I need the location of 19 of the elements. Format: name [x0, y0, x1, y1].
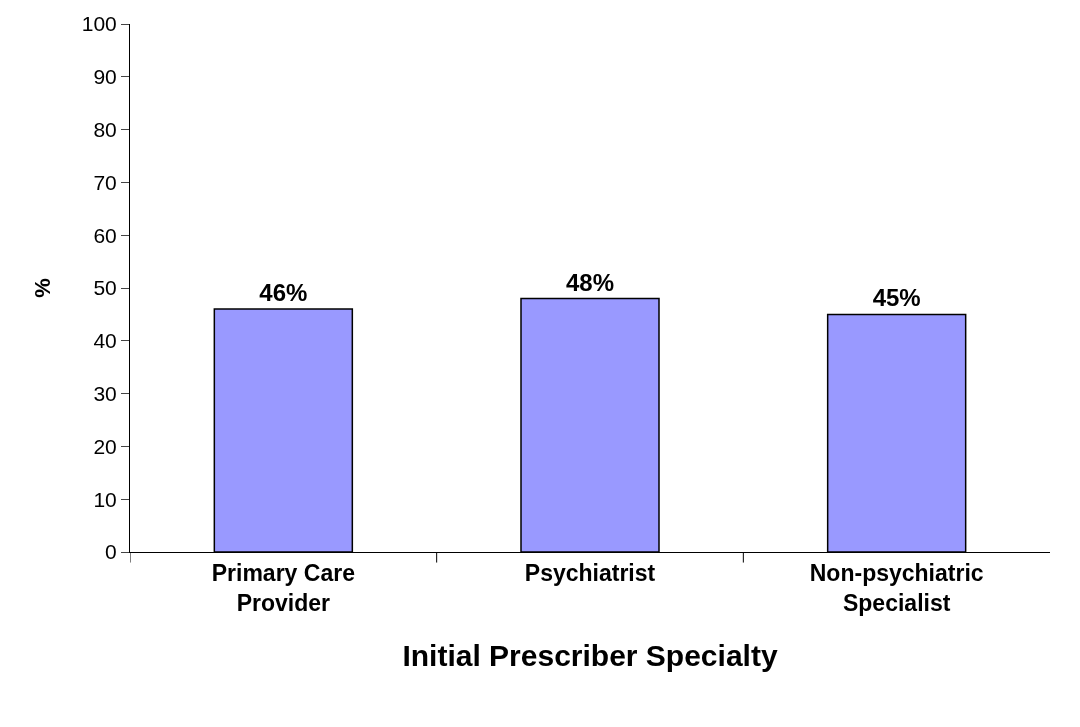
x-tick-label: Non-psychiatric Specialist — [809, 559, 984, 616]
x-tick-label: Psychiatrist — [524, 559, 656, 586]
y-axis-title: % — [29, 278, 55, 298]
y-tick-label: 80 — [93, 117, 117, 141]
y-tick-label: 0 — [105, 540, 117, 564]
y-tick-label: 100 — [81, 12, 117, 36]
x-axis-title: Initial Prescriber Specialty — [402, 639, 778, 672]
y-tick-label: 30 — [93, 381, 117, 405]
data-label: 46% — [259, 279, 308, 307]
data-label: 48% — [565, 268, 615, 296]
y-tick-label: 60 — [93, 223, 117, 247]
y-tick-label: 70 — [93, 170, 117, 194]
x-tick-label: Primary Care Provider — [211, 559, 355, 616]
y-tick-label: 20 — [93, 434, 117, 458]
y-tick-label: 40 — [93, 329, 117, 353]
y-tick-label: 10 — [93, 487, 117, 511]
y-tick-label: 50 — [93, 276, 117, 300]
y-tick-label: 90 — [93, 65, 117, 89]
data-label: 45% — [872, 284, 921, 312]
